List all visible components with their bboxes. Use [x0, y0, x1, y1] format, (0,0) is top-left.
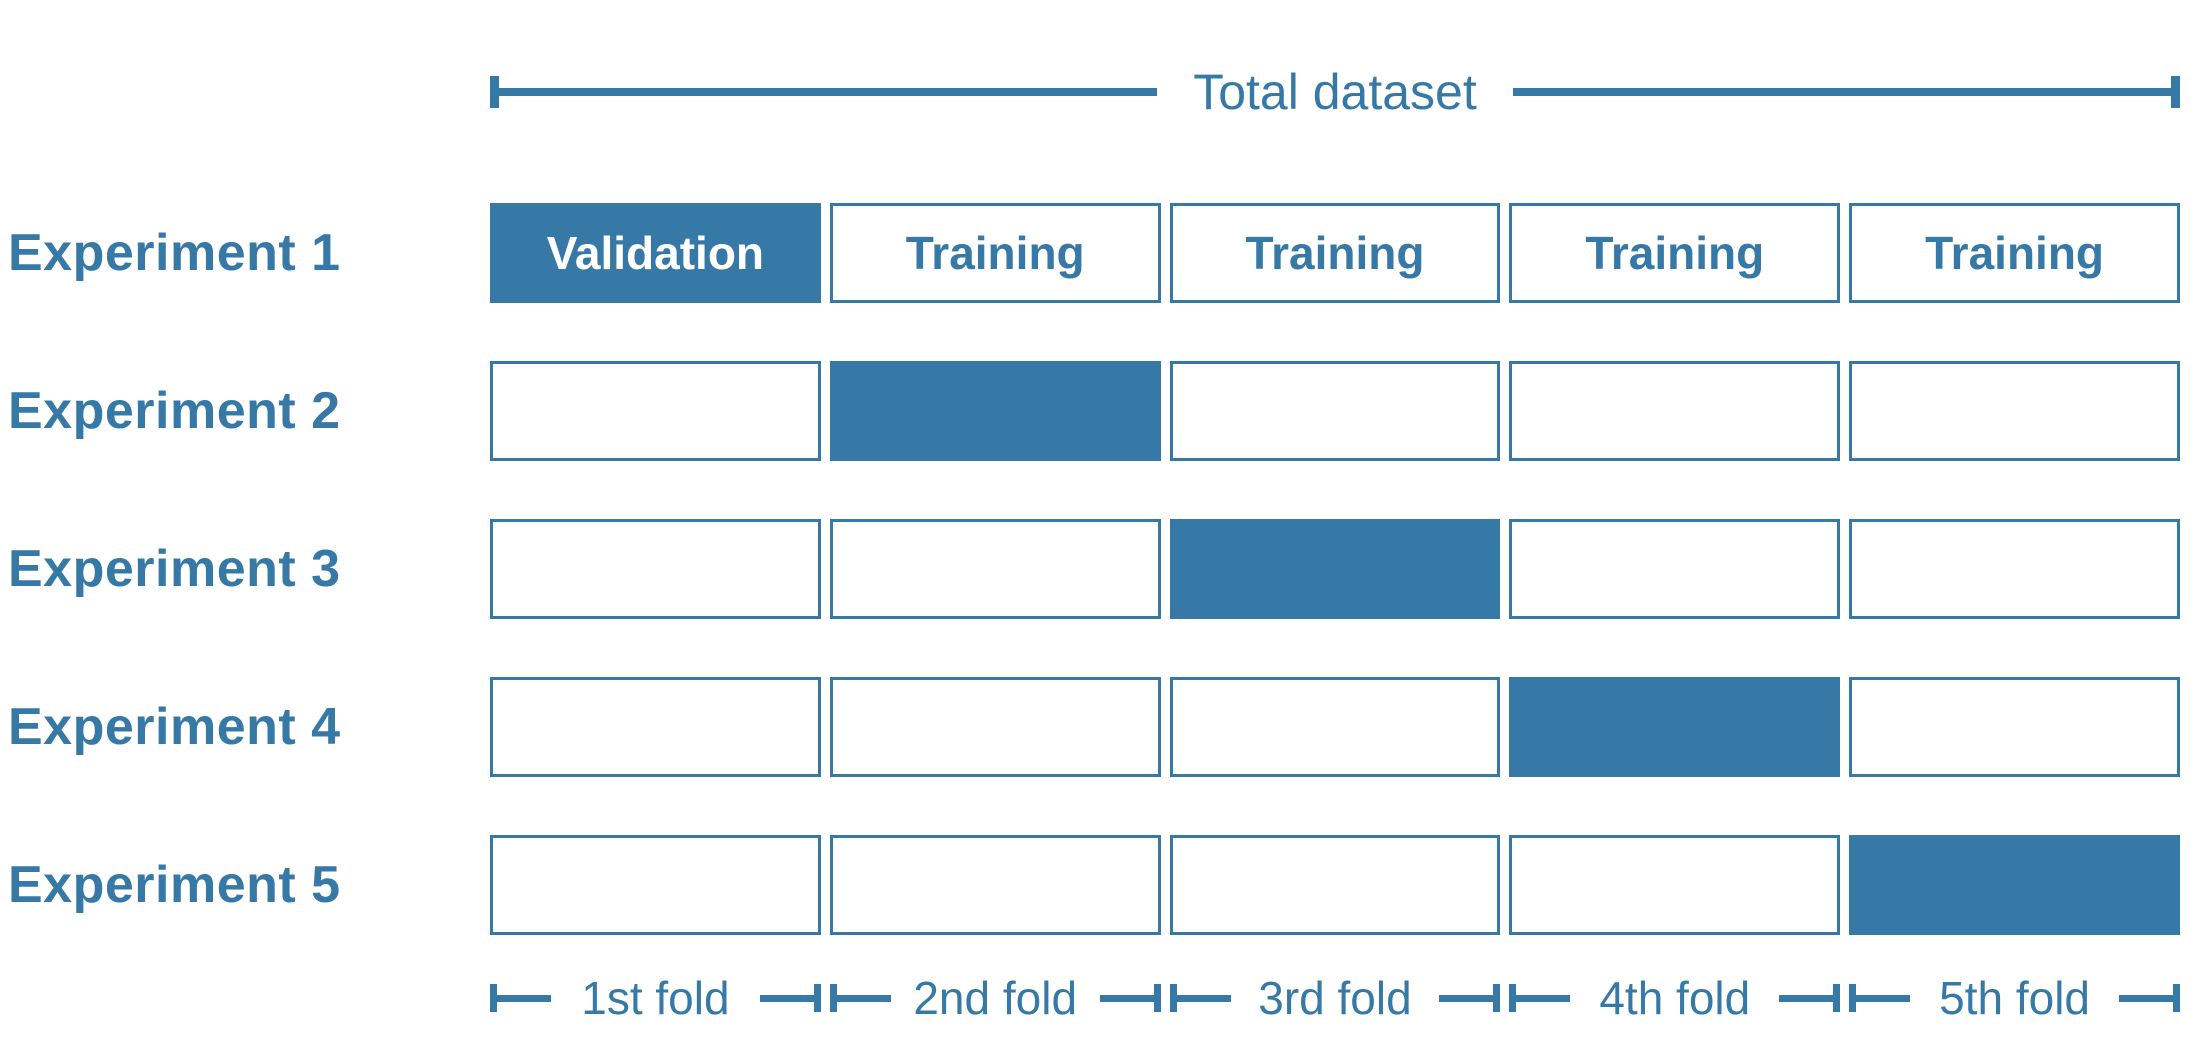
left-tick-icon: [829, 984, 837, 1012]
experiment-rows: Experiment 1 Validation Training Trainin…: [0, 203, 2180, 993]
fold-cell: Validation: [490, 203, 821, 303]
ruler-line: [497, 994, 551, 1002]
fold-cell: [1509, 677, 1841, 777]
fold-cells: [490, 677, 2180, 777]
ruler-line: [1176, 994, 1231, 1002]
fold-cell: [1169, 835, 1501, 935]
fold-cells: [490, 361, 2180, 461]
bracket-line-left: [499, 88, 1158, 96]
fold-segment-1: 1st fold: [490, 966, 821, 1030]
fold-cell: [1169, 361, 1501, 461]
experiment-label: Experiment 3: [8, 540, 341, 598]
right-tick-icon: [2171, 76, 2180, 108]
fold-cell: [829, 361, 1161, 461]
fold-cell: [1849, 835, 2180, 935]
fold-cell: [490, 361, 821, 461]
fold-label: 4th fold: [1599, 972, 1751, 1024]
right-tick-icon: [2172, 984, 2180, 1012]
fold-segment-2: 2nd fold: [829, 966, 1161, 1030]
right-tick-icon: [1153, 984, 1161, 1012]
left-tick-icon: [490, 984, 497, 1012]
bracket-line-right: [1512, 88, 2171, 96]
fold-cell: Training: [1509, 203, 1841, 303]
fold-cell: [1509, 519, 1841, 619]
left-tick-icon: [1849, 984, 1857, 1012]
fold-cell: [1169, 519, 1501, 619]
fold-label: 3rd fold: [1258, 972, 1412, 1024]
right-tick-icon: [1493, 984, 1501, 1012]
fold-cell: [829, 677, 1161, 777]
ruler-line: [836, 994, 891, 1002]
fold-cell: [829, 519, 1161, 619]
ruler-line: [2118, 994, 2173, 1002]
fold-label: 5th fold: [1939, 972, 2091, 1024]
ruler-line: [1516, 994, 1571, 1002]
experiment-row-1: Experiment 1 Validation Training Trainin…: [0, 203, 2180, 303]
left-tick-icon: [490, 76, 499, 108]
fold-cell: [490, 835, 821, 935]
fold-segment-4: 4th fold: [1509, 966, 1841, 1030]
total-dataset-bracket: Total dataset: [490, 60, 2180, 124]
experiment-label: Experiment 4: [8, 698, 341, 756]
fold-cells: Validation Training Training Training Tr…: [490, 203, 2180, 303]
fold-cell: Training: [1169, 203, 1501, 303]
fold-cell: [1509, 835, 1841, 935]
ruler-line: [759, 994, 814, 1002]
fold-cell: Training: [829, 203, 1161, 303]
fold-segment-5: 5th fold: [1849, 966, 2180, 1030]
experiment-row-3: Experiment 3: [0, 519, 2180, 619]
fold-ruler: 1st fold 2nd fold 3rd fold 4th fold: [490, 966, 2180, 1030]
ruler-line: [1099, 994, 1154, 1002]
fold-segment-3: 3rd fold: [1169, 966, 1501, 1030]
experiment-label: Experiment 1: [8, 224, 341, 282]
fold-cell: [1849, 677, 2180, 777]
ruler-line: [1856, 994, 1911, 1002]
experiment-label: Experiment 5: [8, 856, 341, 914]
experiment-row-5: Experiment 5: [0, 835, 2180, 935]
fold-cells: [490, 835, 2180, 935]
total-dataset-label: Total dataset: [1193, 64, 1477, 120]
fold-cell: [1849, 519, 2180, 619]
ruler-line: [1779, 994, 1834, 1002]
right-tick-icon: [813, 984, 821, 1012]
fold-label: 1st fold: [581, 972, 730, 1024]
fold-cell: Training: [1849, 203, 2180, 303]
fold-cells: [490, 519, 2180, 619]
experiment-row-4: Experiment 4: [0, 677, 2180, 777]
left-tick-icon: [1509, 984, 1517, 1012]
fold-cell: [829, 835, 1161, 935]
fold-cell: [1509, 361, 1841, 461]
ruler-line: [1439, 994, 1494, 1002]
fold-label: 2nd fold: [913, 972, 1078, 1024]
fold-cell: [490, 677, 821, 777]
experiment-label: Experiment 2: [8, 382, 341, 440]
right-tick-icon: [1833, 984, 1841, 1012]
experiment-row-2: Experiment 2: [0, 361, 2180, 461]
fold-cell: [490, 519, 821, 619]
left-tick-icon: [1169, 984, 1177, 1012]
fold-cell: [1169, 677, 1501, 777]
fold-cell: [1849, 361, 2180, 461]
